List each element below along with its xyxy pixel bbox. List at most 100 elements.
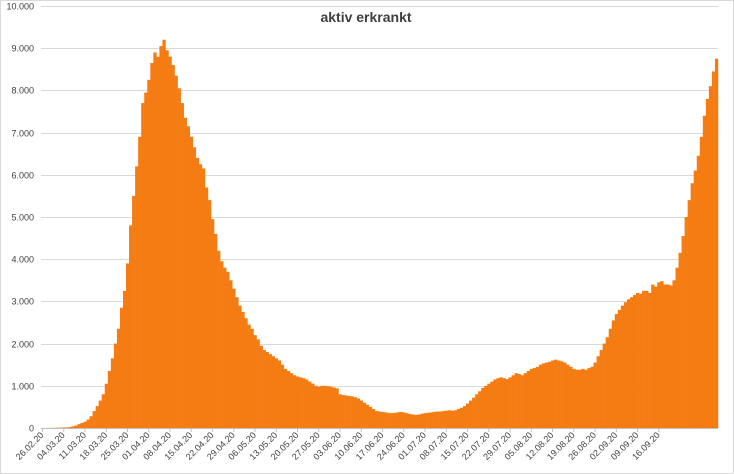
bar — [475, 394, 479, 428]
bar — [280, 364, 285, 428]
bar — [341, 395, 345, 428]
bar — [186, 126, 191, 429]
bar — [211, 219, 215, 428]
bar — [429, 412, 433, 428]
bar — [150, 62, 154, 428]
bar — [663, 284, 667, 428]
bar — [636, 292, 640, 428]
bar — [107, 371, 112, 428]
bar — [159, 46, 163, 429]
bar — [396, 412, 400, 428]
bar — [119, 307, 124, 428]
bar — [195, 157, 200, 429]
bar — [168, 56, 172, 428]
bar — [511, 375, 515, 428]
bar — [362, 402, 367, 428]
bar — [299, 377, 303, 428]
bar — [532, 368, 537, 428]
bar — [714, 58, 719, 428]
bar — [135, 166, 139, 429]
bar — [478, 391, 482, 428]
bar — [65, 427, 69, 428]
bar — [447, 410, 452, 428]
bar — [411, 414, 415, 428]
bar — [614, 314, 619, 428]
bar — [681, 235, 685, 428]
bar — [253, 335, 257, 428]
chart-title: aktiv erkrankt — [320, 9, 411, 25]
bar — [581, 368, 585, 428]
bar — [408, 414, 412, 428]
bar — [296, 376, 300, 428]
bar — [122, 290, 127, 428]
bar — [262, 349, 266, 428]
bar — [675, 267, 679, 428]
bar — [326, 386, 330, 428]
bar — [229, 280, 233, 428]
bar — [189, 136, 194, 428]
bar — [226, 271, 230, 428]
bar — [578, 369, 582, 428]
bar — [317, 386, 321, 428]
bar — [80, 422, 84, 428]
bar — [693, 170, 697, 428]
bar — [535, 366, 540, 428]
bar — [323, 385, 327, 428]
bar — [244, 318, 248, 428]
y-tick-label: 10.000 — [6, 2, 34, 12]
bar — [544, 362, 549, 428]
bar — [705, 98, 710, 428]
bar — [381, 411, 385, 428]
y-tick-label: 9.000 — [11, 44, 34, 54]
bar — [648, 292, 652, 428]
bar — [147, 79, 151, 428]
bar — [599, 349, 603, 428]
bar — [496, 378, 500, 428]
bar — [508, 377, 512, 428]
bar — [538, 364, 543, 428]
y-tick-label: 0 — [29, 424, 34, 434]
bar — [177, 88, 181, 428]
y-axis-ticks: 0 1.000 2.000 3.000 4.000 5.000 6.000 7.000 8.00… — [6, 2, 34, 434]
bar — [459, 407, 464, 428]
bar — [602, 343, 606, 428]
bar — [453, 410, 458, 428]
bar — [83, 421, 87, 428]
bar — [462, 406, 467, 428]
bar — [678, 252, 682, 428]
bar — [247, 324, 251, 428]
bars — [41, 39, 719, 429]
bar — [305, 379, 309, 428]
bar — [629, 297, 634, 428]
bar — [365, 404, 370, 428]
bar — [608, 328, 612, 428]
bar — [708, 86, 713, 429]
bar — [617, 309, 622, 428]
bar — [669, 285, 673, 428]
bar — [347, 395, 351, 428]
bar — [654, 286, 658, 428]
bar — [587, 368, 591, 428]
bar — [311, 383, 315, 428]
bar — [657, 282, 661, 428]
bar — [560, 361, 564, 428]
bar — [235, 297, 239, 428]
bar — [207, 200, 212, 428]
bar — [104, 383, 109, 428]
bar — [487, 383, 491, 428]
bar — [220, 261, 224, 428]
bar — [320, 385, 324, 428]
bar — [702, 115, 707, 428]
bar — [563, 362, 567, 428]
bar — [268, 354, 272, 428]
y-tick-label: 2.000 — [11, 340, 34, 350]
bar — [374, 411, 379, 428]
bar — [201, 168, 206, 428]
bar — [520, 375, 524, 428]
bar — [626, 299, 631, 428]
bar — [639, 293, 643, 428]
bar — [138, 136, 142, 428]
bar — [517, 373, 521, 428]
bar — [666, 284, 670, 428]
bar — [469, 400, 473, 428]
